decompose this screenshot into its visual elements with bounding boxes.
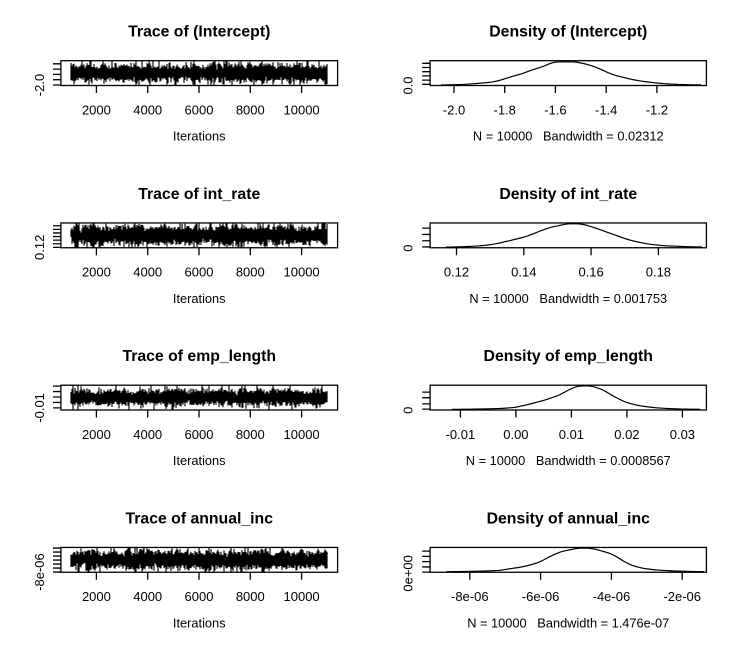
svg-text:Iterations: Iterations [173,615,226,630]
svg-text:Density of int_rate: Density of int_rate [499,186,637,203]
svg-text:Trace of emp_length: Trace of emp_length [122,348,276,365]
svg-text:0.02: 0.02 [614,427,639,442]
svg-text:Iterations: Iterations [173,291,226,306]
svg-text:0.00: 0.00 [503,427,528,442]
svg-text:6000: 6000 [185,102,214,117]
svg-text:0.16: 0.16 [578,265,603,280]
svg-text:2000: 2000 [82,589,111,604]
svg-text:-2e-06: -2e-06 [663,589,701,604]
svg-text:10000: 10000 [284,427,320,442]
svg-text:0.03: 0.03 [670,427,695,442]
svg-text:6000: 6000 [185,589,214,604]
svg-text:-0.01: -0.01 [32,393,47,423]
svg-text:8000: 8000 [236,589,265,604]
svg-text:8000: 8000 [236,102,265,117]
svg-text:2000: 2000 [82,265,111,280]
svg-text:-2.0: -2.0 [443,102,465,117]
svg-text:Iterations: Iterations [173,129,226,144]
svg-text:10000: 10000 [284,589,320,604]
svg-text:Iterations: Iterations [173,453,226,468]
svg-text:-0.01: -0.01 [446,427,476,442]
svg-text:Trace of annual_inc: Trace of annual_inc [126,510,274,527]
svg-text:-1.6: -1.6 [544,102,566,117]
svg-text:-2.0: -2.0 [32,74,47,96]
svg-text:10000: 10000 [284,102,320,117]
svg-text:-1.2: -1.2 [646,102,668,117]
svg-text:0.0: 0.0 [401,76,416,94]
svg-text:-1.8: -1.8 [493,102,515,117]
svg-text:4000: 4000 [133,265,162,280]
svg-text:2000: 2000 [82,427,111,442]
svg-text:8000: 8000 [236,427,265,442]
svg-text:-4e-06: -4e-06 [593,589,631,604]
svg-text:0.01: 0.01 [559,427,584,442]
svg-text:0.12: 0.12 [32,235,47,260]
svg-text:0e+00: 0e+00 [401,555,416,592]
svg-text:Density of (Intercept): Density of (Intercept) [489,24,647,41]
svg-text:Trace of (Intercept): Trace of (Intercept) [128,24,270,41]
svg-text:-8e-06: -8e-06 [32,553,47,591]
svg-text:6000: 6000 [185,265,214,280]
svg-text:N = 10000 Bandwidth = 0.0017: N = 10000 Bandwidth = 0.001753 [469,291,667,306]
svg-text:2000: 2000 [82,102,111,117]
svg-text:N = 10000 Bandwidth = 0.0008: N = 10000 Bandwidth = 0.0008567 [466,453,671,468]
svg-text:-6e-06: -6e-06 [522,589,560,604]
svg-text:10000: 10000 [284,265,320,280]
svg-text:4000: 4000 [133,589,162,604]
svg-text:Density of annual_inc: Density of annual_inc [487,510,650,527]
svg-text:0.18: 0.18 [646,265,671,280]
svg-text:Trace of int_rate: Trace of int_rate [138,186,260,203]
svg-text:4000: 4000 [133,427,162,442]
svg-text:-8e-06: -8e-06 [451,589,489,604]
svg-text:N = 10000 Bandwidth = 1.476e: N = 10000 Bandwidth = 1.476e-07 [467,615,669,630]
svg-text:0.14: 0.14 [511,265,536,280]
svg-text:0.12: 0.12 [444,265,469,280]
svg-text:Density of emp_length: Density of emp_length [484,348,653,365]
svg-text:0: 0 [401,407,416,414]
svg-text:N = 10000 Bandwidth = 0.0231: N = 10000 Bandwidth = 0.02312 [473,129,664,144]
svg-text:0: 0 [401,245,416,252]
svg-text:4000: 4000 [133,102,162,117]
svg-text:8000: 8000 [236,265,265,280]
svg-text:-1.4: -1.4 [595,102,617,117]
svg-text:6000: 6000 [185,427,214,442]
